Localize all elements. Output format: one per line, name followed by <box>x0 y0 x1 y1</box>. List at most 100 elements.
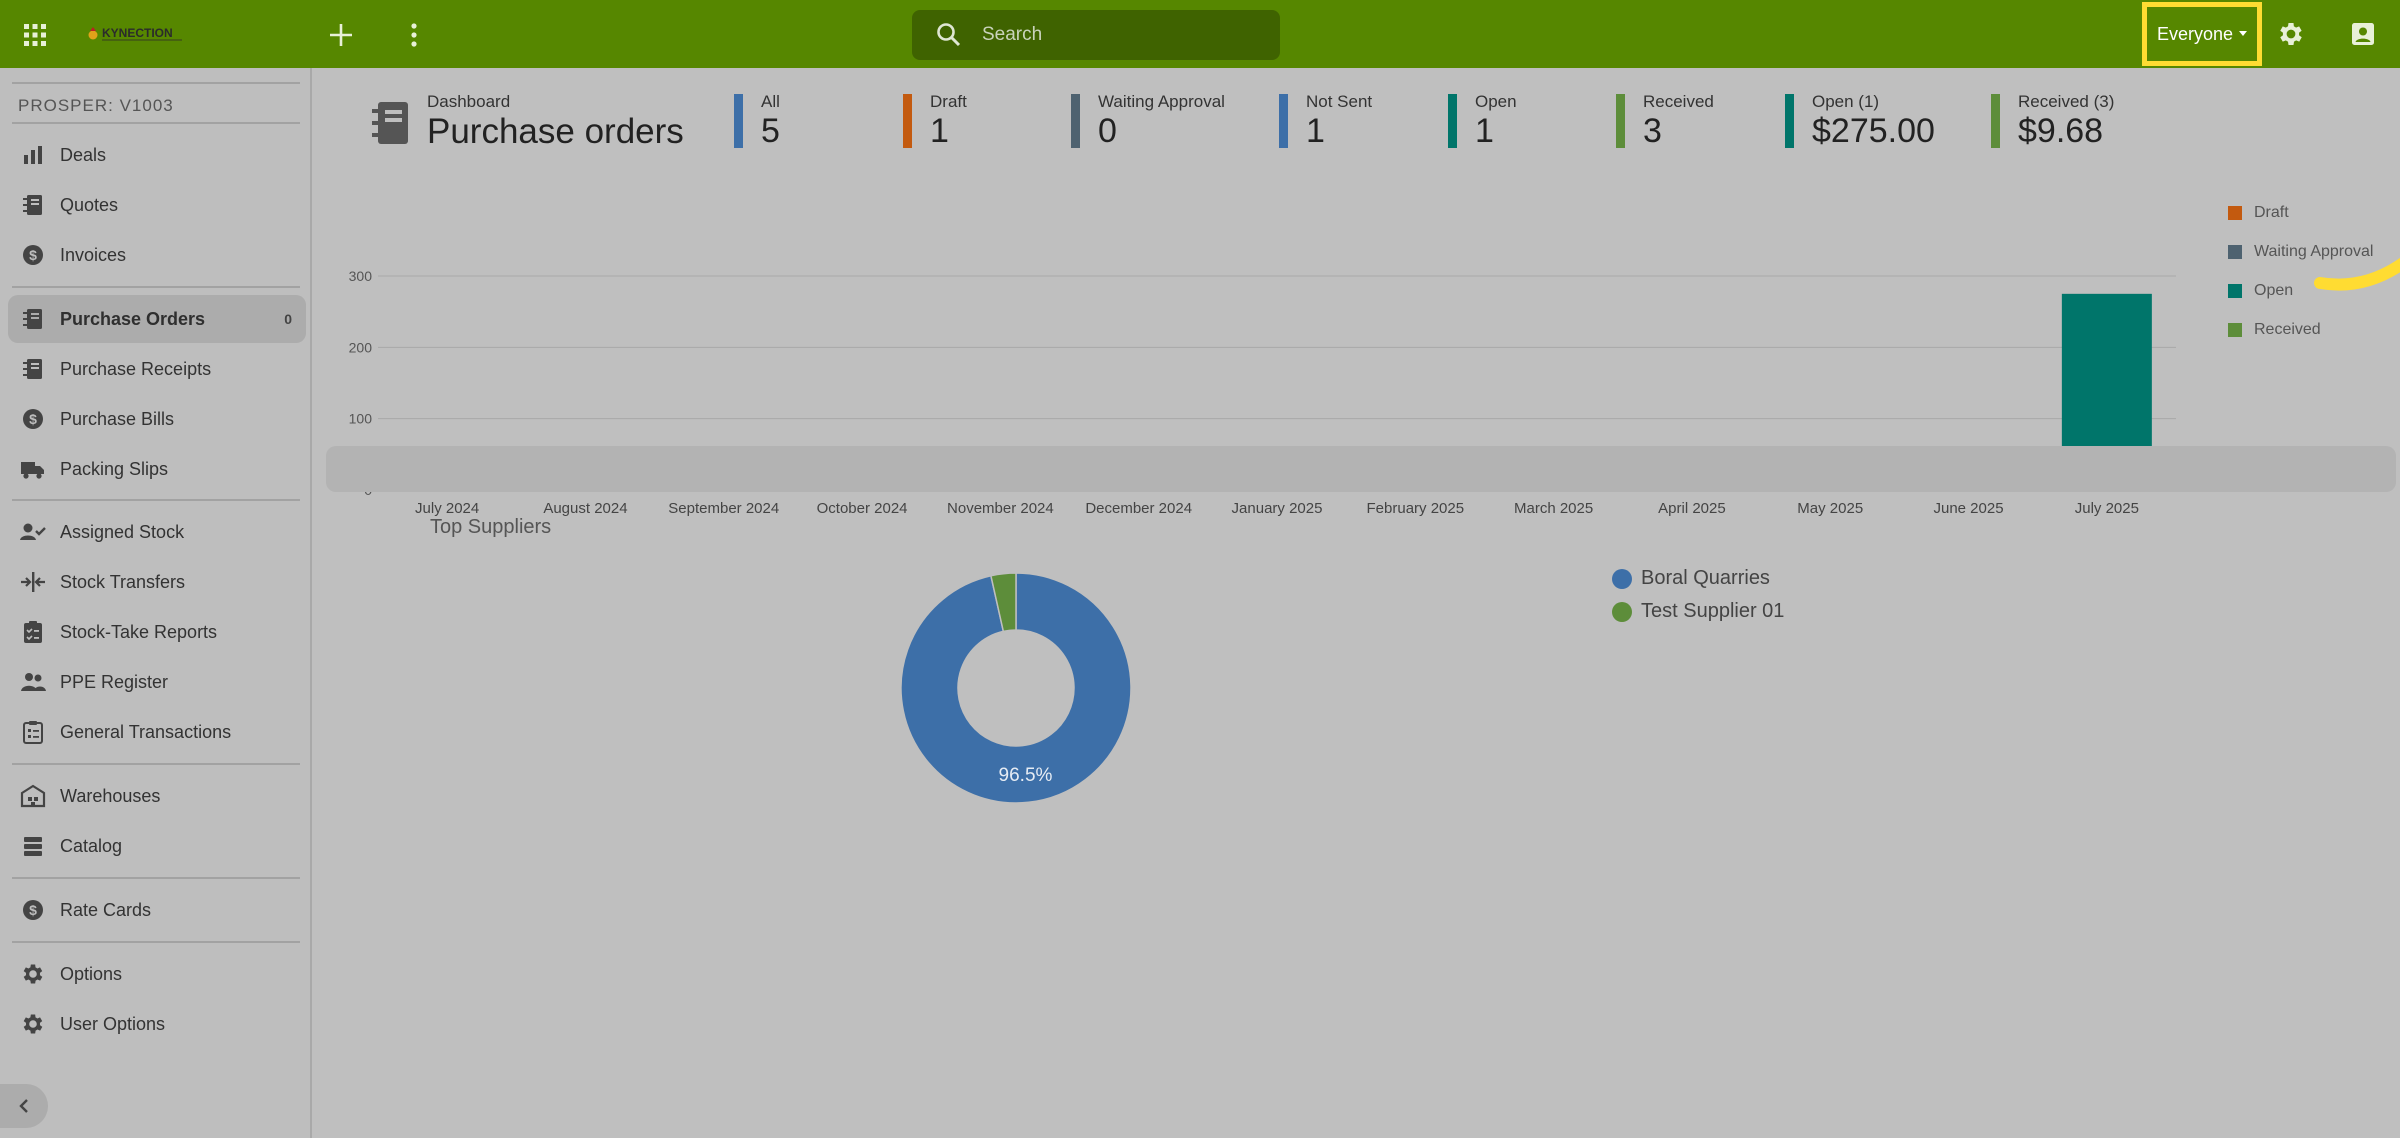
legend-swatch <box>2228 323 2242 337</box>
bar-chart-icon <box>18 140 48 170</box>
divider <box>12 941 300 943</box>
legend-item-waiting-approval[interactable]: Waiting Approval <box>2228 243 2373 282</box>
page-title: Purchase orders <box>427 112 684 151</box>
x-tick-label: December 2024 <box>1085 500 1192 517</box>
count-badge: 0 <box>284 311 292 327</box>
stat-color-bar <box>903 94 912 148</box>
user-filter-dropdown[interactable]: Everyone <box>2142 2 2262 66</box>
notebook-icon <box>18 190 48 220</box>
stat-label: All <box>761 92 780 111</box>
gear-icon <box>18 1009 48 1039</box>
sidebar-item-invoices[interactable]: $ Invoices <box>8 231 306 279</box>
x-tick-label: February 2025 <box>1367 500 1465 517</box>
legend-item-boral-quarries[interactable]: Boral Quarries <box>1612 562 1784 595</box>
sidebar-item-deals[interactable]: Deals <box>8 131 306 179</box>
divider <box>12 286 300 288</box>
x-tick-label: June 2025 <box>1933 500 2003 517</box>
sidebar-item-packing-slips[interactable]: Packing Slips <box>8 445 306 493</box>
sidebar-item-options[interactable]: Options <box>8 950 306 998</box>
svg-text:$: $ <box>29 247 37 263</box>
donut-legend: Boral Quarries Test Supplier 01 <box>1612 562 1784 628</box>
stat-value: 1 <box>930 112 949 150</box>
stat-value: $9.68 <box>2018 112 2104 150</box>
bar-chart-legend: Draft Waiting Approval Open Received <box>2228 204 2373 360</box>
sidebar-item-general-transactions[interactable]: General Transactions <box>8 708 306 756</box>
search-icon <box>937 23 961 47</box>
x-tick-label: January 2025 <box>1232 500 1323 517</box>
legend-item-draft[interactable]: Draft <box>2228 204 2373 243</box>
sidebar-item-purchase-orders[interactable]: Purchase Orders 0 <box>8 295 306 343</box>
sidebar-item-stock-take-reports[interactable]: Stock-Take Reports <box>8 608 306 656</box>
search-box[interactable] <box>912 10 1280 60</box>
transfer-icon <box>18 567 48 597</box>
x-tick-label: March 2025 <box>1514 500 1593 517</box>
chart-scrollbar[interactable] <box>326 446 2396 492</box>
gear-icon[interactable] <box>2276 19 2306 49</box>
stat-value: 1 <box>1475 112 1494 150</box>
stat-value: 1 <box>1306 112 1325 150</box>
stat-color-bar <box>1991 94 2000 148</box>
annotation-arrow-icon <box>2314 257 2400 291</box>
stat-value: 0 <box>1098 112 1117 150</box>
collapse-sidebar-button[interactable] <box>0 1084 48 1128</box>
sidebar-item-rate-cards[interactable]: $ Rate Cards <box>8 886 306 934</box>
stat-label: Not Sent <box>1306 92 1373 111</box>
more-vert-icon[interactable] <box>402 20 426 50</box>
sidebar-item-ppe-register[interactable]: PPE Register <box>8 658 306 706</box>
search-input[interactable] <box>982 22 1262 48</box>
stat-label: Open <box>1475 92 1517 111</box>
donut-slice[interactable] <box>990 572 1017 633</box>
sidebar-item-label: Catalog <box>60 835 123 856</box>
sidebar-item-user-options[interactable]: User Options <box>8 1000 306 1048</box>
apps-grid-icon[interactable] <box>20 20 50 50</box>
legend-label: Boral Quarries <box>1641 567 1770 589</box>
legend-label: Open <box>2254 282 2294 299</box>
stat-label: Received <box>1643 92 1714 111</box>
legend-item-open[interactable]: Open <box>2228 282 2373 321</box>
add-button[interactable] <box>326 20 356 50</box>
sidebar-item-label: Stock Transfers <box>60 571 186 592</box>
sidebar-item-label: Invoices <box>60 244 127 265</box>
legend-label: Draft <box>2254 204 2289 221</box>
legend-dot <box>1612 601 1632 622</box>
stack-icon <box>18 831 48 861</box>
stat-value: 5 <box>761 112 780 150</box>
caret-down-icon <box>2239 31 2248 36</box>
sidebar-item-quotes[interactable]: Quotes <box>8 181 306 229</box>
breadcrumb[interactable]: Dashboard <box>427 92 511 111</box>
sidebar-item-warehouses[interactable]: Warehouses <box>8 772 306 820</box>
divider <box>12 499 300 501</box>
notebook-icon <box>370 100 410 146</box>
stat-color-bar <box>1071 94 1080 148</box>
sidebar-item-label: Purchase Bills <box>60 408 175 429</box>
legend-label: Received <box>2254 321 2321 338</box>
legend-item-received[interactable]: Received <box>2228 321 2373 360</box>
legend-swatch <box>2228 284 2242 298</box>
account-box-icon[interactable] <box>2348 19 2378 49</box>
svg-text:$: $ <box>29 411 37 427</box>
sidebar-item-label: User Options <box>60 1013 166 1034</box>
stat-color-bar <box>1448 94 1457 148</box>
x-tick-label: October 2024 <box>817 500 908 517</box>
chevron-left-icon <box>19 1099 28 1113</box>
slice-data-label: 96.5% <box>999 765 1053 786</box>
legend-item-test-supplier-01[interactable]: Test Supplier 01 <box>1612 595 1784 628</box>
stat-color-bar <box>1785 94 1794 148</box>
sidebar-item-stock-transfers[interactable]: Stock Transfers <box>8 558 306 606</box>
main-content: Dashboard Purchase orders All 5 Draft 1 … <box>314 68 2400 1138</box>
sidebar-item-purchase-bills[interactable]: $ Purchase Bills <box>8 395 306 443</box>
sidebar-item-assigned-stock[interactable]: Assigned Stock <box>8 508 306 556</box>
sidebar-item-label: Options <box>60 963 123 984</box>
sidebar-item-purchase-receipts[interactable]: Purchase Receipts <box>8 345 306 393</box>
legend-swatch <box>2228 245 2242 259</box>
stat-color-bar <box>1616 94 1625 148</box>
x-tick-label: July 2024 <box>415 500 479 517</box>
donut-slice[interactable] <box>900 572 1132 804</box>
sidebar-item-catalog[interactable]: Catalog <box>8 822 306 870</box>
x-tick-label: April 2025 <box>1658 500 1726 517</box>
brand-logo[interactable]: KYNECTION <box>84 22 194 46</box>
sidebar-item-label: General Transactions <box>60 721 232 742</box>
sidebar-item-label: Packing Slips <box>60 458 169 479</box>
x-tick-label: August 2024 <box>543 500 627 517</box>
clipboard-check-icon <box>18 617 48 647</box>
